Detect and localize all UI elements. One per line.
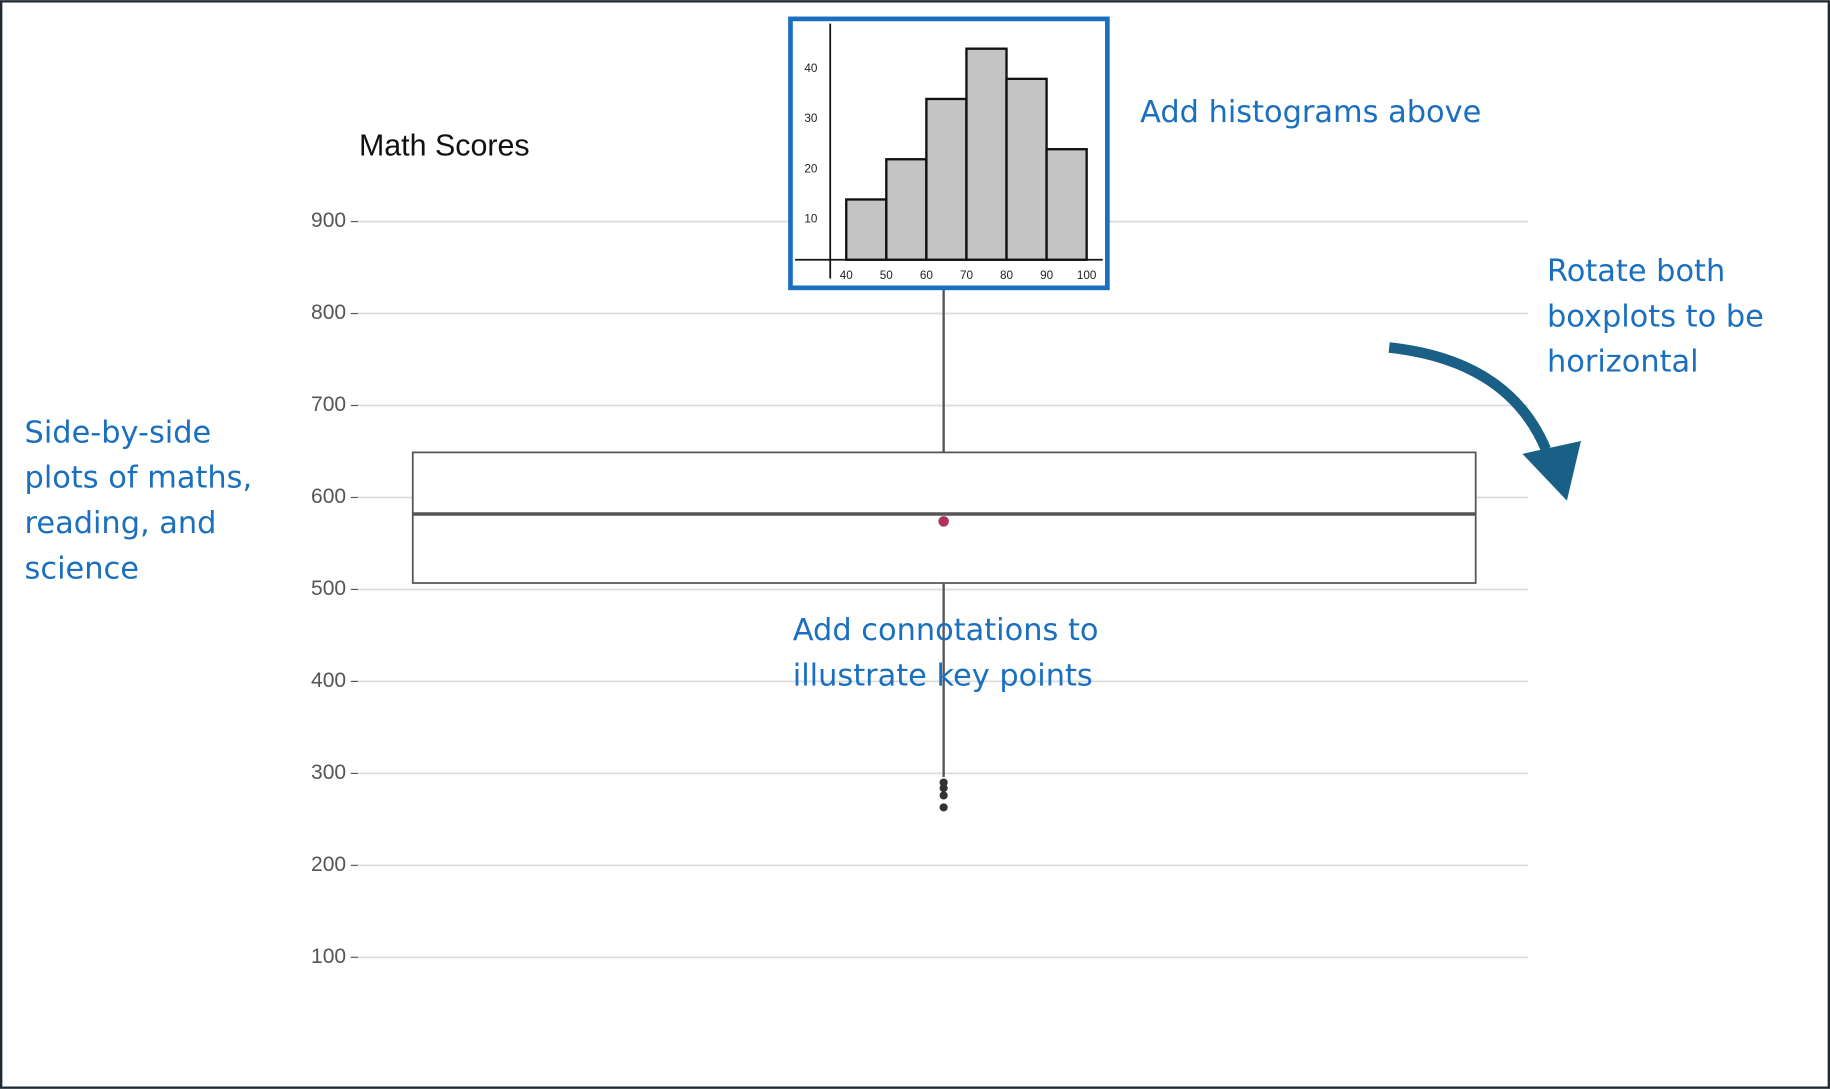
annotation: Add connotations to	[793, 613, 1099, 648]
outlier	[939, 791, 948, 800]
arrow-head	[1522, 441, 1581, 501]
annotation: horizontal	[1547, 345, 1699, 380]
annotations: Add histograms above Rotate both boxplots …	[25, 95, 1764, 693]
y-tick-label: 300	[311, 761, 346, 784]
x-tick-label: 70	[960, 269, 974, 282]
annotation: science	[25, 551, 139, 586]
outlier	[939, 803, 948, 812]
hist-bar	[1045, 148, 1088, 261]
x-tick-label: 60	[920, 269, 934, 282]
hist-bar	[885, 158, 928, 261]
y-tick-label: 600	[311, 485, 346, 508]
hist-bar	[965, 47, 1008, 261]
x-tick-label: 90	[1040, 269, 1054, 282]
y-tick-label: 500	[311, 577, 346, 600]
annotation: plots of maths,	[25, 461, 253, 496]
chart-title: Math Scores	[359, 129, 530, 163]
hist-bar	[845, 198, 888, 261]
annotation: Rotate both	[1547, 254, 1725, 289]
y-tick-label: 900	[311, 209, 346, 232]
arrow	[1388, 342, 1551, 452]
y-tick-label: 20	[804, 162, 818, 175]
boxplot: Math Scores 100 200 300 400 500 600 700 800 900	[311, 129, 1529, 968]
y-tick-label: 30	[804, 112, 818, 125]
y-tick-label: 40	[804, 62, 818, 75]
mean-point	[938, 516, 949, 527]
hist-bar	[1005, 77, 1048, 261]
histogram: 10 20 30 40 40 50 60 70 80 90 100	[788, 16, 1110, 291]
annotation: reading, and	[25, 506, 217, 541]
y-tick-label: 100	[311, 945, 346, 968]
annotation: illustrate key points	[793, 658, 1093, 693]
outlier	[939, 784, 948, 793]
x-tick-label: 50	[880, 269, 894, 282]
x-tick-label: 40	[840, 269, 854, 282]
annotation: Add histograms above	[1140, 95, 1481, 130]
y-tick-label: 400	[311, 669, 346, 692]
y-tick-label: 700	[311, 393, 346, 416]
hist-bar	[925, 97, 968, 261]
y-tick-label: 800	[311, 301, 346, 324]
y-tick-label: 200	[311, 853, 346, 876]
annotation: Side-by-side	[25, 415, 212, 450]
y-tick-label: 10	[804, 213, 818, 226]
x-tick-label: 80	[1000, 269, 1014, 282]
x-tick-label: 100	[1077, 269, 1097, 282]
annotation: boxplots to be	[1547, 299, 1764, 334]
